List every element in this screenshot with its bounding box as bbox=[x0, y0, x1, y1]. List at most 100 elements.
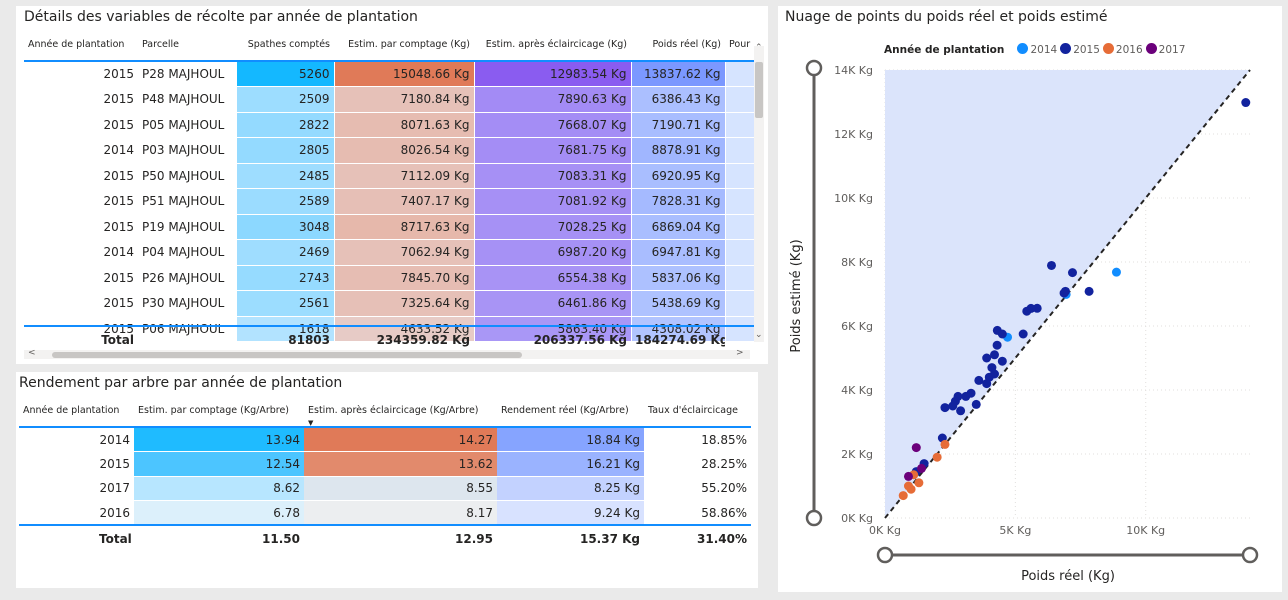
legend-item-2017[interactable]: 2017 bbox=[1145, 43, 1185, 56]
sort-descending-icon[interactable]: ▼ bbox=[308, 419, 314, 427]
scroll-left-icon[interactable]: < bbox=[28, 348, 36, 358]
scatter-chart-card: Nuage de points du poids réel et poids e… bbox=[778, 6, 1282, 592]
table-row[interactable]: 2015 P28 MAJHOUL 5260 15048.66 Kg 12983.54 K… bbox=[24, 61, 760, 87]
data-point-2016[interactable] bbox=[932, 452, 942, 462]
cell-estim: 8071.63 Kg bbox=[333, 112, 474, 138]
data-point-2016[interactable] bbox=[906, 484, 916, 494]
data-point-2015[interactable] bbox=[997, 356, 1007, 366]
y-tick-label: 10K Kg bbox=[834, 192, 873, 205]
table-row[interactable]: 2015 P26 MAJHOUL 2743 7845.70 Kg 6554.38 Kg 5… bbox=[24, 265, 760, 291]
legend-item-2016[interactable]: 2016 bbox=[1102, 43, 1143, 56]
yield-per-tree-table: Année de plantation Estim. par comptage … bbox=[19, 394, 751, 551]
legend-item-2014[interactable]: 2014 bbox=[1017, 43, 1057, 56]
vertical-scroll-thumb[interactable] bbox=[755, 62, 763, 118]
scatter-plot[interactable]: 0K Kg 2K Kg 4K Kg 6K Kg 8K Kg 10K Kg 12K Kg 14K… bbox=[778, 6, 1282, 592]
col-header-parcel[interactable]: Parcelle bbox=[142, 38, 180, 50]
col2-header-apres[interactable]: Estim. après éclaircicage (Kg/Arbre) ▼ bbox=[304, 394, 497, 428]
data-point-2015[interactable] bbox=[992, 340, 1002, 350]
scatter-chart-title: Nuage de points du poids réel et poids e… bbox=[785, 9, 1108, 25]
horizontal-scroll-thumb[interactable] bbox=[52, 352, 522, 358]
cell-spathes: 2743 bbox=[235, 265, 334, 291]
col-header-reel[interactable]: Poids réel (Kg) bbox=[652, 38, 721, 50]
data-point-2015[interactable] bbox=[997, 329, 1007, 339]
col-header-estim[interactable]: Estim. par comptage (Kg) bbox=[348, 38, 470, 50]
x-tick-label: 10K Kg bbox=[1126, 524, 1165, 537]
table-row[interactable]: 2015 12.54 13.62 16.21 Kg 28.25% bbox=[19, 451, 751, 477]
data-point-2015[interactable] bbox=[982, 379, 992, 389]
data-point-2015[interactable] bbox=[1059, 288, 1069, 298]
data-point-2015[interactable] bbox=[1067, 268, 1077, 278]
scroll-up-icon[interactable]: ⌃ bbox=[755, 43, 763, 53]
data-point-2015[interactable] bbox=[990, 350, 999, 360]
cell-reel: 6947.81 Kg bbox=[630, 239, 725, 266]
table-row[interactable]: 2014 P03 MAJHOUL 2805 8026.54 Kg 7681.75 Kg 8… bbox=[24, 137, 760, 164]
col-header-year[interactable]: Année de plantation bbox=[28, 38, 125, 50]
data-point-2016[interactable] bbox=[940, 439, 950, 449]
legend-item-2015[interactable]: 2015 bbox=[1060, 43, 1100, 56]
data-point-2015[interactable] bbox=[1026, 303, 1036, 313]
col-header-apres[interactable]: Estim. après éclaircicage (Kg) bbox=[485, 38, 627, 50]
cell-reel: 5837.06 Kg bbox=[630, 265, 725, 291]
data-point-2016[interactable] bbox=[898, 491, 908, 501]
cell-apres: 7083.31 Kg bbox=[473, 163, 631, 189]
data-point-2015[interactable] bbox=[974, 375, 984, 385]
data-point-2017[interactable] bbox=[911, 443, 921, 453]
y-axis-zoom-slider[interactable] bbox=[805, 59, 823, 527]
col-header-spathes[interactable]: Spathes comptés bbox=[247, 38, 330, 50]
table-row[interactable]: 2015 P51 MAJHOUL 2589 7407.17 Kg 7081.92 Kg 7… bbox=[24, 188, 760, 215]
table-row[interactable]: 2016 6.78 8.17 9.24 Kg 58.86% bbox=[19, 500, 751, 526]
col-header-pour[interactable]: Pour bbox=[729, 38, 751, 50]
harvest-details-total: Total 81803 234359.82 Kg 206337.56 Kg 18… bbox=[24, 325, 760, 352]
table-row[interactable]: 2015 P05 MAJHOUL 2822 8071.63 Kg 7668.07 Kg 7… bbox=[24, 112, 760, 138]
data-point-2015[interactable] bbox=[982, 353, 992, 363]
data-point-2015[interactable] bbox=[1241, 98, 1251, 108]
horizontal-scrollbar[interactable]: < > bbox=[24, 348, 750, 359]
cell-reel: 6386.43 Kg bbox=[630, 86, 725, 113]
cell-reel: 7828.31 Kg bbox=[630, 188, 725, 215]
cell-parcel: P51 MAJHOUL bbox=[138, 188, 236, 215]
y-slider-bottom-handle[interactable] bbox=[805, 509, 823, 527]
y-tick-label: 0K Kg bbox=[841, 512, 873, 525]
cell-estim: 12.54 bbox=[134, 451, 304, 477]
y-slider-top-handle[interactable] bbox=[805, 59, 823, 77]
table-row[interactable]: 2015 P48 MAJHOUL 2509 7180.84 Kg 7890.63 Kg 6… bbox=[24, 86, 760, 113]
vertical-scrollbar[interactable]: ⌃ ⌄ bbox=[754, 43, 764, 342]
data-point-2015[interactable] bbox=[1018, 329, 1028, 339]
data-point-2015[interactable] bbox=[1084, 286, 1094, 296]
col2-header-year[interactable]: Année de plantation bbox=[23, 404, 120, 416]
data-point-2017[interactable] bbox=[903, 471, 913, 481]
data-point-2016[interactable] bbox=[914, 478, 924, 488]
cell-reel: 7190.71 Kg bbox=[630, 112, 725, 138]
table-row[interactable]: 2015 P50 MAJHOUL 2485 7112.09 Kg 7083.31 Kg 6… bbox=[24, 163, 760, 189]
data-point-2017[interactable] bbox=[917, 463, 926, 473]
table-row[interactable]: 2017 8.62 8.55 8.25 Kg 55.20% bbox=[19, 476, 751, 501]
cell-spathes: 2561 bbox=[235, 290, 334, 317]
table-row[interactable]: 2015 P30 MAJHOUL 2561 7325.64 Kg 6461.86 Kg 5… bbox=[24, 290, 760, 317]
data-point-2015[interactable] bbox=[956, 406, 966, 416]
data-point-2015[interactable] bbox=[971, 399, 981, 409]
x-slider-right-handle[interactable] bbox=[1241, 546, 1259, 564]
scroll-right-icon[interactable]: > bbox=[736, 348, 744, 358]
y-tick-label: 14K Kg bbox=[834, 64, 873, 77]
data-point-2015[interactable] bbox=[961, 391, 971, 401]
cell-year: 2016 bbox=[19, 500, 134, 526]
legend-dot-icon bbox=[1060, 43, 1072, 54]
x-axis-zoom-slider[interactable] bbox=[876, 546, 1259, 564]
harvest-details-table-card: Détails des variables de récolte par ann… bbox=[16, 6, 768, 364]
cell-taux: 18.85% bbox=[644, 427, 751, 452]
cell-estim: 7407.17 Kg bbox=[333, 188, 474, 215]
table-row[interactable]: 2015 P19 MAJHOUL 3048 8717.63 Kg 7028.25 Kg 6… bbox=[24, 214, 760, 240]
cell-year: 2015 bbox=[24, 86, 138, 113]
data-point-2015[interactable] bbox=[1046, 260, 1056, 270]
x-slider-left-handle[interactable] bbox=[876, 546, 894, 564]
col2-header-taux[interactable]: Taux d'éclaircicage bbox=[648, 404, 739, 416]
table-row[interactable]: 2014 P04 MAJHOUL 2469 7062.94 Kg 6987.20 Kg 6… bbox=[24, 239, 760, 266]
total2-taux: 31.40% bbox=[644, 524, 751, 551]
data-point-2015[interactable] bbox=[940, 403, 950, 413]
col2-header-reel[interactable]: Rendement réel (Kg/Arbre) bbox=[501, 404, 629, 416]
data-point-2015[interactable] bbox=[948, 401, 958, 411]
scroll-down-icon[interactable]: ⌄ bbox=[755, 330, 763, 340]
data-point-2014[interactable] bbox=[1111, 267, 1121, 277]
col2-header-estim[interactable]: Estim. par comptage (Kg/Arbre) bbox=[138, 404, 289, 416]
table-row[interactable]: 2014 13.94 14.27 18.84 Kg 18.85% bbox=[19, 427, 751, 452]
